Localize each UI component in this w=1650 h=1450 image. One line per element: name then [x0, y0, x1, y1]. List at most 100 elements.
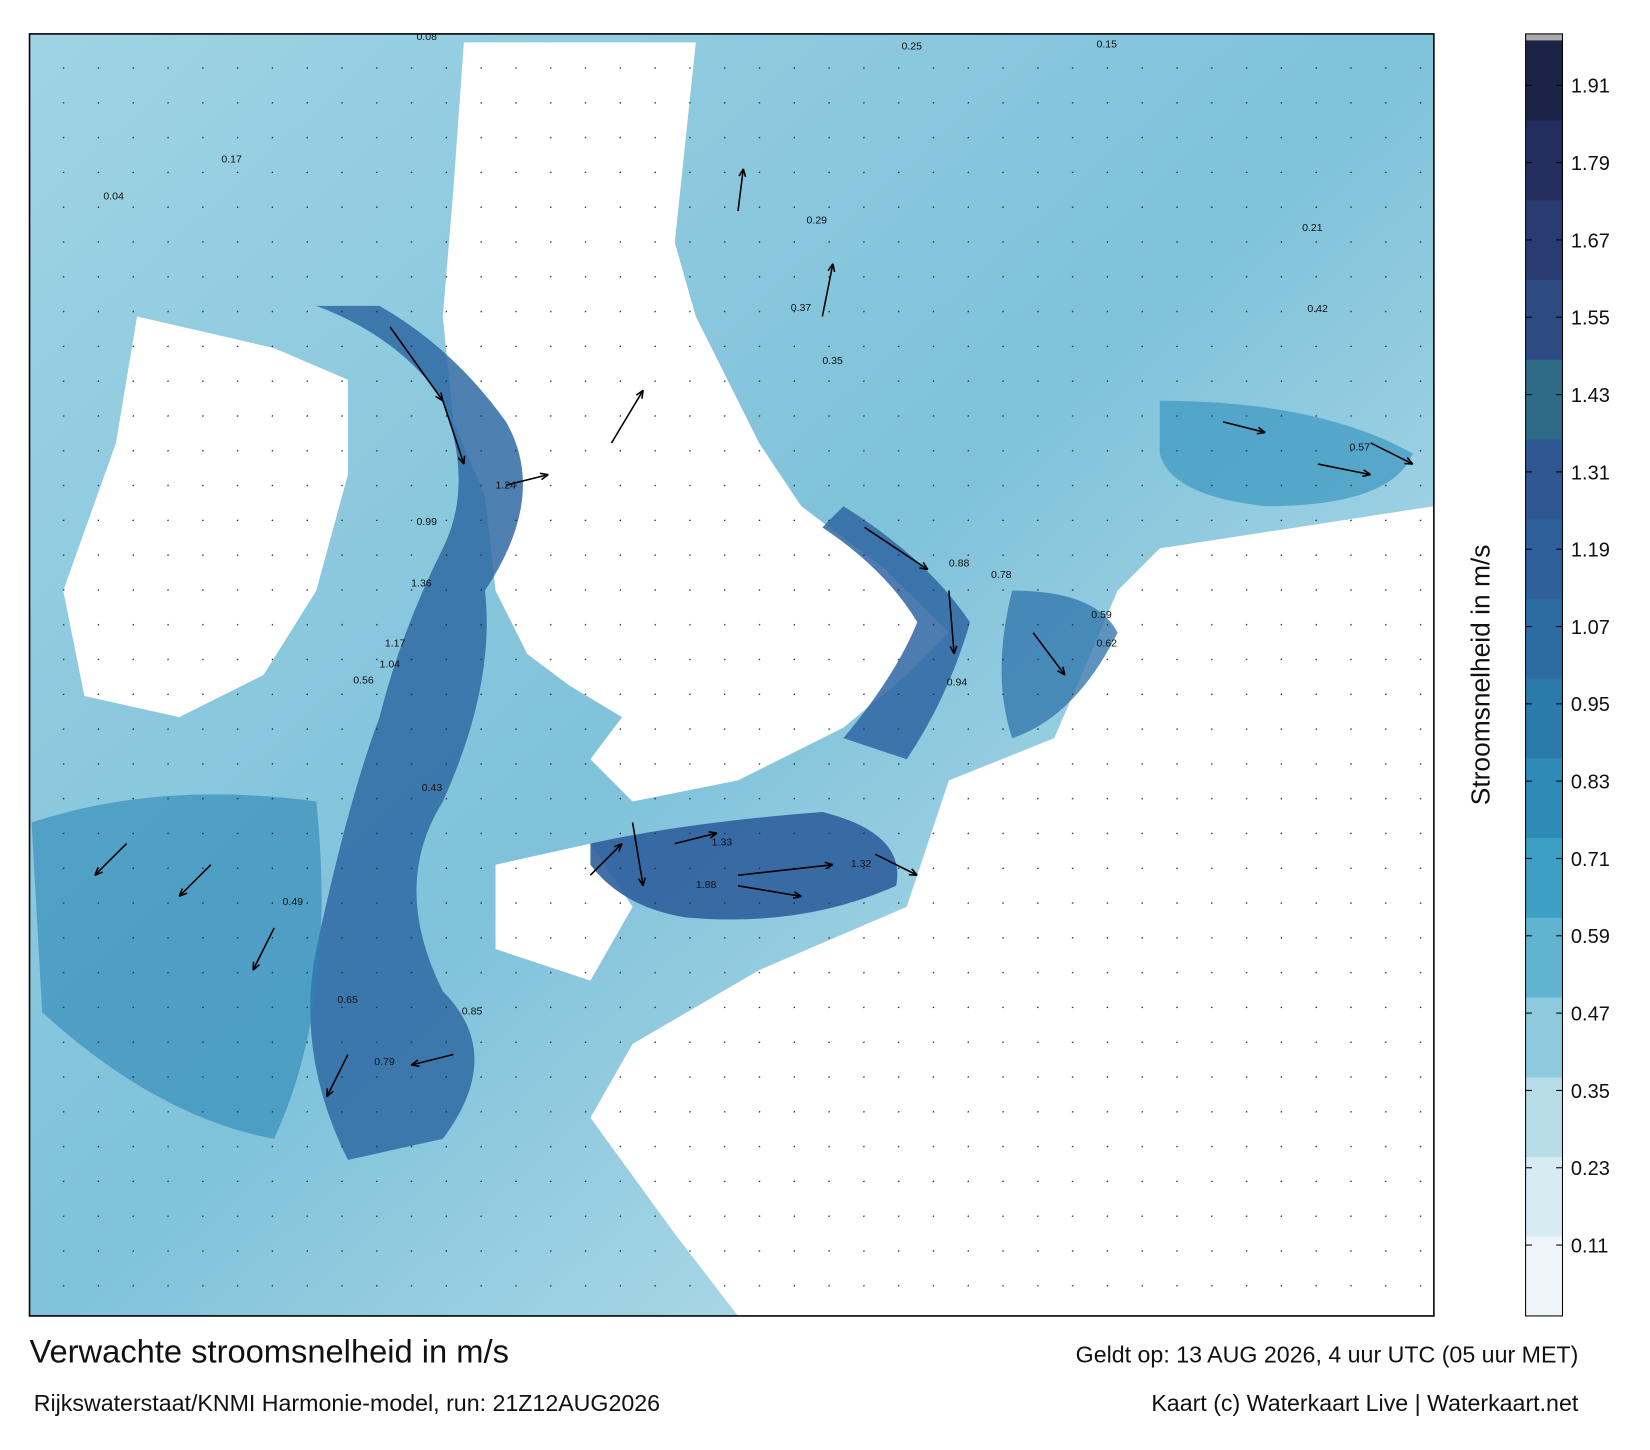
speed-label: 0.78 [991, 569, 1012, 581]
colorbar-tick-label: 1.79 [1571, 153, 1610, 175]
speed-label: 1.88 [696, 879, 717, 891]
arrow-head [252, 961, 260, 971]
colorbar-tick-label: 0.35 [1571, 1081, 1610, 1103]
valid-time: Geldt op: 13 AUG 2026, 4 uur UTC (05 uur… [1076, 1341, 1579, 1367]
colorbar-band [1525, 518, 1563, 599]
arrow-shaft [737, 168, 745, 212]
colorbar-band [1525, 279, 1563, 360]
arrow-head [637, 877, 646, 887]
colorbar: 0.11 0.23 0.35 0.47 0.59 0.71 0.83 0.95 1.07 1.19… [1525, 33, 1610, 1317]
speed-label: 0.59 [1091, 609, 1112, 621]
colorbar-tick-label: 1.43 [1571, 385, 1610, 407]
arrow-head [1057, 666, 1066, 676]
speed-label: 0.15 [1096, 39, 1117, 51]
arrow-head [94, 867, 104, 876]
arrow-head [435, 392, 444, 402]
speed-label: 0.65 [337, 994, 358, 1006]
arrow-head [1256, 426, 1266, 435]
title: Verwachte stroomsnelheid in m/s [30, 1332, 509, 1369]
speed-label: 0.21 [1302, 222, 1323, 234]
arrow-shaft [252, 927, 275, 971]
speed-label: 0.35 [822, 355, 843, 367]
speed-label: 0.94 [947, 676, 968, 688]
arrow-head [792, 891, 802, 900]
speed-label: 1.04 [380, 659, 401, 671]
colorbar-tick-label: 0.59 [1571, 926, 1610, 948]
arrow-head [635, 389, 644, 399]
arrow-shaft [737, 885, 802, 898]
grid-dots [29, 33, 1434, 1316]
arrow-shaft [821, 263, 834, 317]
arrow-head [1362, 469, 1372, 478]
colorbar-tick-label: 1.31 [1571, 462, 1610, 484]
arrow-shaft [1222, 421, 1266, 434]
arrow-head [949, 645, 958, 655]
colorbar-frame [1525, 33, 1564, 1317]
speed-label: 0.08 [416, 31, 437, 43]
arrow-head [539, 472, 549, 481]
colorbar-tick-label: 1.91 [1571, 76, 1610, 98]
credit: Kaart (c) Waterkaart Live | Waterkaart.n… [1151, 1390, 1579, 1416]
speed-label: 1.17 [385, 637, 406, 649]
arrow-shaft [410, 1053, 454, 1066]
arrow-shaft [505, 473, 549, 486]
speed-label: 0.57 [1350, 441, 1371, 453]
colorbar-tick-label: 0.71 [1571, 849, 1610, 871]
arrow-head [827, 263, 836, 273]
speed-label: 0.99 [416, 516, 437, 528]
colorbar-tick-label: 1.07 [1571, 617, 1610, 639]
colorbar-band [1525, 359, 1563, 440]
colorbar-band [1525, 837, 1563, 918]
arrow-shaft [442, 400, 465, 465]
colorbar-tick-label: 1.55 [1571, 308, 1610, 330]
arrow-shaft [326, 1054, 349, 1097]
speed-label: 0.37 [791, 302, 812, 314]
arrow-shaft [389, 326, 444, 402]
colorbar-band [1525, 678, 1563, 759]
source: Rijkswaterstaat/KNMI Harmonie-model, run… [34, 1390, 660, 1416]
speed-label: 0.88 [949, 557, 970, 569]
speed-label: 0.85 [462, 1005, 483, 1017]
speed-label: 1.36 [411, 577, 432, 589]
arrow-head [738, 168, 747, 178]
arrow-shaft [94, 843, 128, 876]
speed-label: 0.62 [1096, 637, 1117, 649]
arrow-shaft [589, 843, 623, 876]
colorbar-band [1525, 119, 1563, 201]
arrow-head [457, 455, 466, 465]
speed-label: 0.43 [422, 782, 443, 794]
speed-label: 0.17 [221, 154, 242, 166]
arrow-head [1404, 457, 1414, 465]
arrow-shaft [178, 864, 212, 897]
colorbar-tick-label: 0.83 [1571, 772, 1610, 794]
arrow-shaft [737, 863, 833, 877]
arrow-shaft [1317, 463, 1371, 476]
speed-label: 0.29 [807, 215, 828, 227]
colorbar-tick-label: 0.95 [1571, 694, 1610, 716]
arrow-shaft [610, 389, 644, 444]
colorbar-band [1525, 757, 1563, 839]
colorbar-band [1525, 40, 1563, 121]
arrow-head [824, 861, 834, 870]
colorbar-tick-label: 0.11 [1571, 1235, 1608, 1257]
colorbar-band [1525, 598, 1563, 679]
colorbar-band [1525, 438, 1563, 520]
arrow-head [178, 888, 188, 898]
arrow-shaft [948, 590, 955, 654]
arrow-shaft [864, 526, 929, 571]
arrow-head [708, 830, 718, 839]
colorbar-band [1525, 917, 1563, 998]
colorbar-band [1525, 1236, 1563, 1317]
arrow-head [919, 562, 929, 571]
arrow-shaft [874, 853, 918, 876]
colorbar-tick-label: 0.47 [1571, 1004, 1610, 1026]
colorbar-tick-label: 1.19 [1571, 540, 1610, 562]
speed-label: 1.24 [496, 479, 517, 491]
arrow-head [908, 868, 918, 877]
current-labels: 1.88 1.33 1.32 1.24 1.36 1.17 1.04 0.99 0.85 0.79… [103, 31, 1371, 1068]
colorbar-cap [1525, 33, 1563, 41]
speed-label: 0.56 [353, 674, 374, 686]
colorbar-tick-label: 1.67 [1571, 230, 1610, 252]
